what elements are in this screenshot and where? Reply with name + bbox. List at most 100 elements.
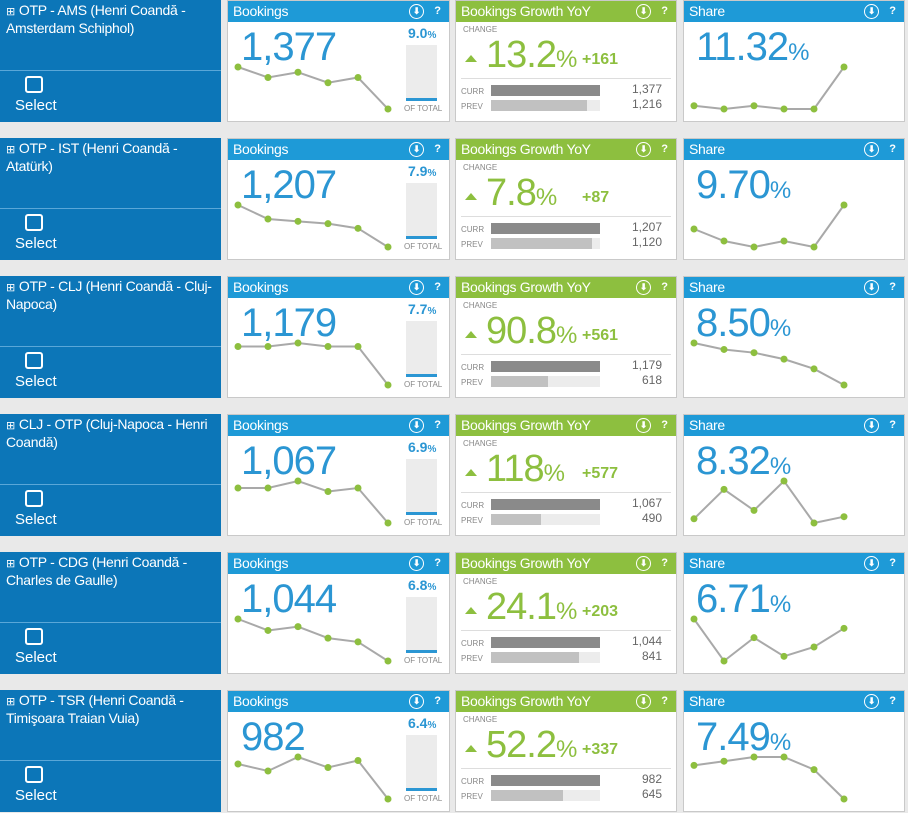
sparkline-point (324, 634, 332, 642)
of-total-gauge (406, 183, 437, 239)
curr-label: CURR (461, 777, 485, 786)
select-checkbox[interactable] (25, 766, 43, 783)
expand-icon[interactable]: ⊞ (6, 143, 15, 156)
route-title[interactable]: ⊞ OTP - CDG (Henri Coandă - Charles de Ga… (6, 554, 218, 588)
help-icon[interactable]: ? (889, 281, 896, 293)
panel-header: Bookings Growth YoY ⬇? (456, 1, 676, 22)
help-icon[interactable]: ? (661, 419, 668, 431)
select-checkbox[interactable] (25, 76, 43, 93)
route-divider (0, 70, 221, 71)
expand-icon[interactable]: ⊞ (6, 5, 15, 18)
help-icon[interactable]: ? (889, 5, 896, 17)
expand-icon[interactable]: ⊞ (6, 419, 15, 432)
select-checkbox[interactable] (25, 490, 43, 507)
curr-bar-track (491, 775, 600, 786)
download-icon[interactable]: ⬇ (636, 556, 651, 571)
download-icon[interactable]: ⬇ (864, 280, 879, 295)
help-icon[interactable]: ? (434, 5, 441, 17)
panel-title: Bookings (233, 279, 289, 295)
route-name: OTP - CDG (Henri Coandă - Charles de Gau… (6, 554, 187, 588)
route-card[interactable]: ⊞ OTP - CDG (Henri Coandă - Charles de Ga… (0, 552, 221, 674)
growth-absolute: +337 (582, 741, 619, 758)
download-icon[interactable]: ⬇ (409, 142, 424, 157)
route-name: OTP - TSR (Henri Coandă - Timişoara Trai… (6, 692, 184, 726)
bookings-panel: Bookings ⬇? 1,067 6.9% OF TOTAL (227, 414, 450, 536)
download-icon[interactable]: ⬇ (864, 4, 879, 19)
download-icon[interactable]: ⬇ (409, 280, 424, 295)
select-checkbox[interactable] (25, 214, 43, 231)
prev-value: 841 (641, 649, 662, 663)
help-icon[interactable]: ? (661, 143, 668, 155)
sparkline-point (720, 105, 728, 113)
change-label: CHANGE (463, 577, 498, 586)
expand-icon[interactable]: ⊞ (6, 557, 15, 570)
panel-header: Bookings Growth YoY ⬇? (456, 139, 676, 160)
help-icon[interactable]: ? (889, 695, 896, 707)
sparkline-point (264, 74, 272, 81)
help-icon[interactable]: ? (889, 557, 896, 569)
expand-icon[interactable]: ⊞ (6, 281, 15, 294)
select-label[interactable]: Select (15, 649, 57, 666)
help-icon[interactable]: ? (661, 695, 668, 707)
curr-value: 1,207 (631, 220, 662, 234)
help-icon[interactable]: ? (661, 5, 668, 17)
select-label[interactable]: Select (15, 97, 57, 114)
select-label[interactable]: Select (15, 373, 57, 390)
sparkline-point (324, 79, 332, 87)
route-title[interactable]: ⊞ OTP - TSR (Henri Coandă - Timişoara Tra… (6, 692, 218, 726)
download-icon[interactable]: ⬇ (864, 142, 879, 157)
route-card[interactable]: ⊞ OTP - TSR (Henri Coandă - Timişoara Tra… (0, 690, 221, 812)
help-icon[interactable]: ? (661, 281, 668, 293)
help-icon[interactable]: ? (434, 419, 441, 431)
route-card[interactable]: ⊞ OTP - IST (Henri Coandă - Atatürk) Sele… (0, 138, 221, 260)
prev-bar-track (491, 100, 600, 111)
prev-bar-track (491, 376, 600, 387)
sparkline-point (294, 339, 302, 347)
download-icon[interactable]: ⬇ (636, 280, 651, 295)
download-icon[interactable]: ⬇ (636, 142, 651, 157)
route-card[interactable]: ⊞ OTP - CLJ (Henri Coandă - Cluj-Napoca) … (0, 276, 221, 398)
sparkline-point (840, 201, 848, 209)
download-icon[interactable]: ⬇ (409, 418, 424, 433)
sparkline-point (234, 615, 242, 623)
growth-absolute: +161 (582, 51, 619, 68)
curr-label: CURR (461, 225, 485, 234)
download-icon[interactable]: ⬇ (409, 4, 424, 19)
sparkline-point (720, 485, 728, 493)
route-title[interactable]: ⊞ CLJ - OTP (Cluj-Napoca - Henri Coandă) (6, 416, 218, 450)
route-card[interactable]: ⊞ CLJ - OTP (Cluj-Napoca - Henri Coandă) … (0, 414, 221, 536)
select-label[interactable]: Select (15, 787, 57, 804)
download-icon[interactable]: ⬇ (636, 418, 651, 433)
select-label[interactable]: Select (15, 511, 57, 528)
sparkline-point (780, 105, 788, 113)
route-title[interactable]: ⊞ OTP - CLJ (Henri Coandă - Cluj-Napoca) (6, 278, 218, 312)
route-title[interactable]: ⊞ OTP - AMS (Henri Coandă - Amsterdam Sch… (6, 2, 218, 36)
help-icon[interactable]: ? (434, 143, 441, 155)
route-row: ⊞ OTP - CDG (Henri Coandă - Charles de Ga… (0, 552, 908, 690)
help-icon[interactable]: ? (434, 281, 441, 293)
sparkline-point (324, 343, 332, 350)
download-icon[interactable]: ⬇ (864, 556, 879, 571)
select-checkbox[interactable] (25, 628, 43, 645)
download-icon[interactable]: ⬇ (636, 4, 651, 19)
download-icon[interactable]: ⬇ (864, 694, 879, 709)
download-icon[interactable]: ⬇ (864, 418, 879, 433)
download-icon[interactable]: ⬇ (409, 694, 424, 709)
help-icon[interactable]: ? (434, 557, 441, 569)
share-value: 11.32% (696, 25, 810, 69)
route-card[interactable]: ⊞ OTP - AMS (Henri Coandă - Amsterdam Sch… (0, 0, 221, 122)
curr-label: CURR (461, 501, 485, 510)
help-icon[interactable]: ? (661, 557, 668, 569)
share-panel: Share ⬇? 8.50% (683, 276, 905, 398)
help-icon[interactable]: ? (889, 419, 896, 431)
download-icon[interactable]: ⬇ (409, 556, 424, 571)
expand-icon[interactable]: ⊞ (6, 695, 15, 708)
download-icon[interactable]: ⬇ (636, 694, 651, 709)
select-checkbox[interactable] (25, 352, 43, 369)
prev-bar (491, 238, 593, 249)
route-title[interactable]: ⊞ OTP - IST (Henri Coandă - Atatürk) (6, 140, 218, 174)
help-icon[interactable]: ? (889, 143, 896, 155)
select-label[interactable]: Select (15, 235, 57, 252)
panel-header: Bookings Growth YoY ⬇? (456, 553, 676, 574)
help-icon[interactable]: ? (434, 695, 441, 707)
